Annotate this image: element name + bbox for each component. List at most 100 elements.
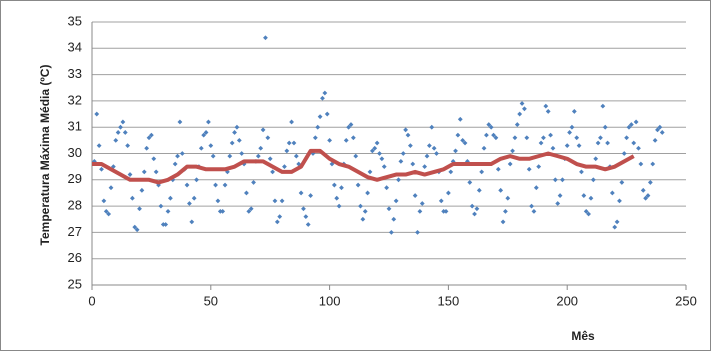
scatter-point	[557, 193, 563, 198]
scatter-point	[498, 187, 504, 193]
scatter-point	[503, 208, 508, 214]
scatter-point	[419, 201, 425, 206]
scatter-point	[538, 140, 544, 146]
scatter-point	[239, 151, 245, 156]
scatter-point	[236, 137, 242, 143]
y-axis-label: Temperatura Máxima Média (ºC)	[38, 65, 52, 246]
scatter-point	[353, 153, 359, 159]
scatter-point	[355, 182, 361, 188]
scatter-point	[486, 122, 492, 127]
x-axis-label: Mês	[571, 329, 595, 343]
scatter-point	[633, 119, 639, 125]
scatter-point	[636, 145, 641, 151]
scatter-point	[358, 203, 363, 209]
scatter-point	[453, 148, 458, 154]
scatter-point	[208, 143, 214, 149]
scatter-point	[222, 182, 228, 188]
scatter-point	[144, 145, 150, 151]
scatter-point	[189, 219, 195, 225]
scatter-point	[277, 214, 283, 220]
scatter-point	[426, 143, 432, 149]
scatter-point	[422, 164, 428, 170]
scatter-point	[377, 151, 382, 156]
scatter-point	[122, 130, 128, 135]
scatter-point	[628, 122, 634, 127]
scatter-point	[481, 145, 487, 151]
scatter-point	[488, 124, 494, 130]
scatter-point	[91, 158, 97, 164]
scatter-point	[638, 161, 644, 167]
scatter-point	[213, 182, 218, 188]
scatter-point	[263, 35, 268, 41]
y-tick-label: 34	[68, 40, 82, 55]
scatter-point	[343, 137, 349, 143]
scatter-point	[510, 148, 515, 154]
scatter-point	[260, 127, 266, 133]
y-tick-label: 35	[68, 13, 82, 28]
scatter-point	[609, 190, 615, 196]
scatter-point	[153, 169, 159, 175]
scatter-point	[339, 185, 344, 191]
scatter-point	[301, 206, 306, 212]
scatter-point	[168, 195, 173, 201]
scatter-point	[472, 211, 477, 217]
scatter-point	[303, 214, 309, 220]
scatter-point	[350, 135, 356, 141]
scatter-point	[438, 198, 444, 204]
scatter-point	[187, 201, 192, 206]
scatter-point	[103, 208, 109, 214]
scatter-point	[165, 208, 171, 214]
scatter-point	[312, 135, 318, 141]
scatter-point	[657, 124, 663, 130]
scatter-point	[215, 198, 221, 204]
scatter-point	[484, 132, 489, 138]
scatter-point	[175, 153, 180, 159]
scatter-point	[194, 177, 199, 183]
scatter-point	[210, 153, 216, 159]
scatter-point	[457, 116, 463, 122]
scatter-point	[374, 140, 380, 146]
scatter-point	[386, 206, 392, 212]
scatter-point	[336, 203, 342, 209]
scatter-point	[177, 119, 183, 125]
y-tick-label: 25	[68, 276, 82, 291]
x-tick-label: 0	[88, 293, 95, 308]
scatter-point	[455, 132, 461, 138]
scatter-point	[595, 140, 601, 146]
scatter-point	[170, 177, 176, 183]
scatter-point	[576, 143, 582, 149]
scatter-point	[134, 227, 140, 233]
scatter-point	[443, 208, 449, 214]
scatter-point	[284, 148, 290, 154]
scatter-point	[531, 208, 537, 214]
scatter-point	[115, 130, 121, 135]
scatter-point	[560, 177, 565, 183]
moving-average-line	[92, 148, 635, 185]
scatter-point	[500, 219, 506, 225]
scatter-point	[619, 180, 625, 185]
scatter-point	[403, 127, 409, 133]
scatter-point	[631, 140, 637, 146]
scatter-point	[469, 203, 475, 209]
scatter-point	[132, 224, 138, 230]
y-tick-label: 27	[68, 224, 82, 239]
scatter-point	[248, 206, 254, 212]
x-tick-label: 250	[675, 293, 697, 308]
scatter-point	[317, 114, 323, 120]
scatter-point	[467, 180, 473, 185]
scatter-point	[149, 132, 154, 138]
scatter-point	[659, 130, 665, 135]
scatter-point	[412, 193, 418, 198]
scatter-point	[179, 151, 185, 156]
scatter-point	[645, 193, 651, 198]
scatter-point	[334, 195, 340, 201]
scatter-point	[94, 111, 100, 117]
scatter-point	[289, 119, 294, 125]
y-tick-label: 33	[68, 66, 82, 81]
scatter-point	[614, 219, 620, 225]
scatter-point	[232, 130, 237, 135]
scatter-point	[255, 153, 261, 159]
scatter-point	[621, 151, 627, 156]
scatter-point	[258, 145, 264, 151]
scatter-point	[101, 198, 107, 204]
